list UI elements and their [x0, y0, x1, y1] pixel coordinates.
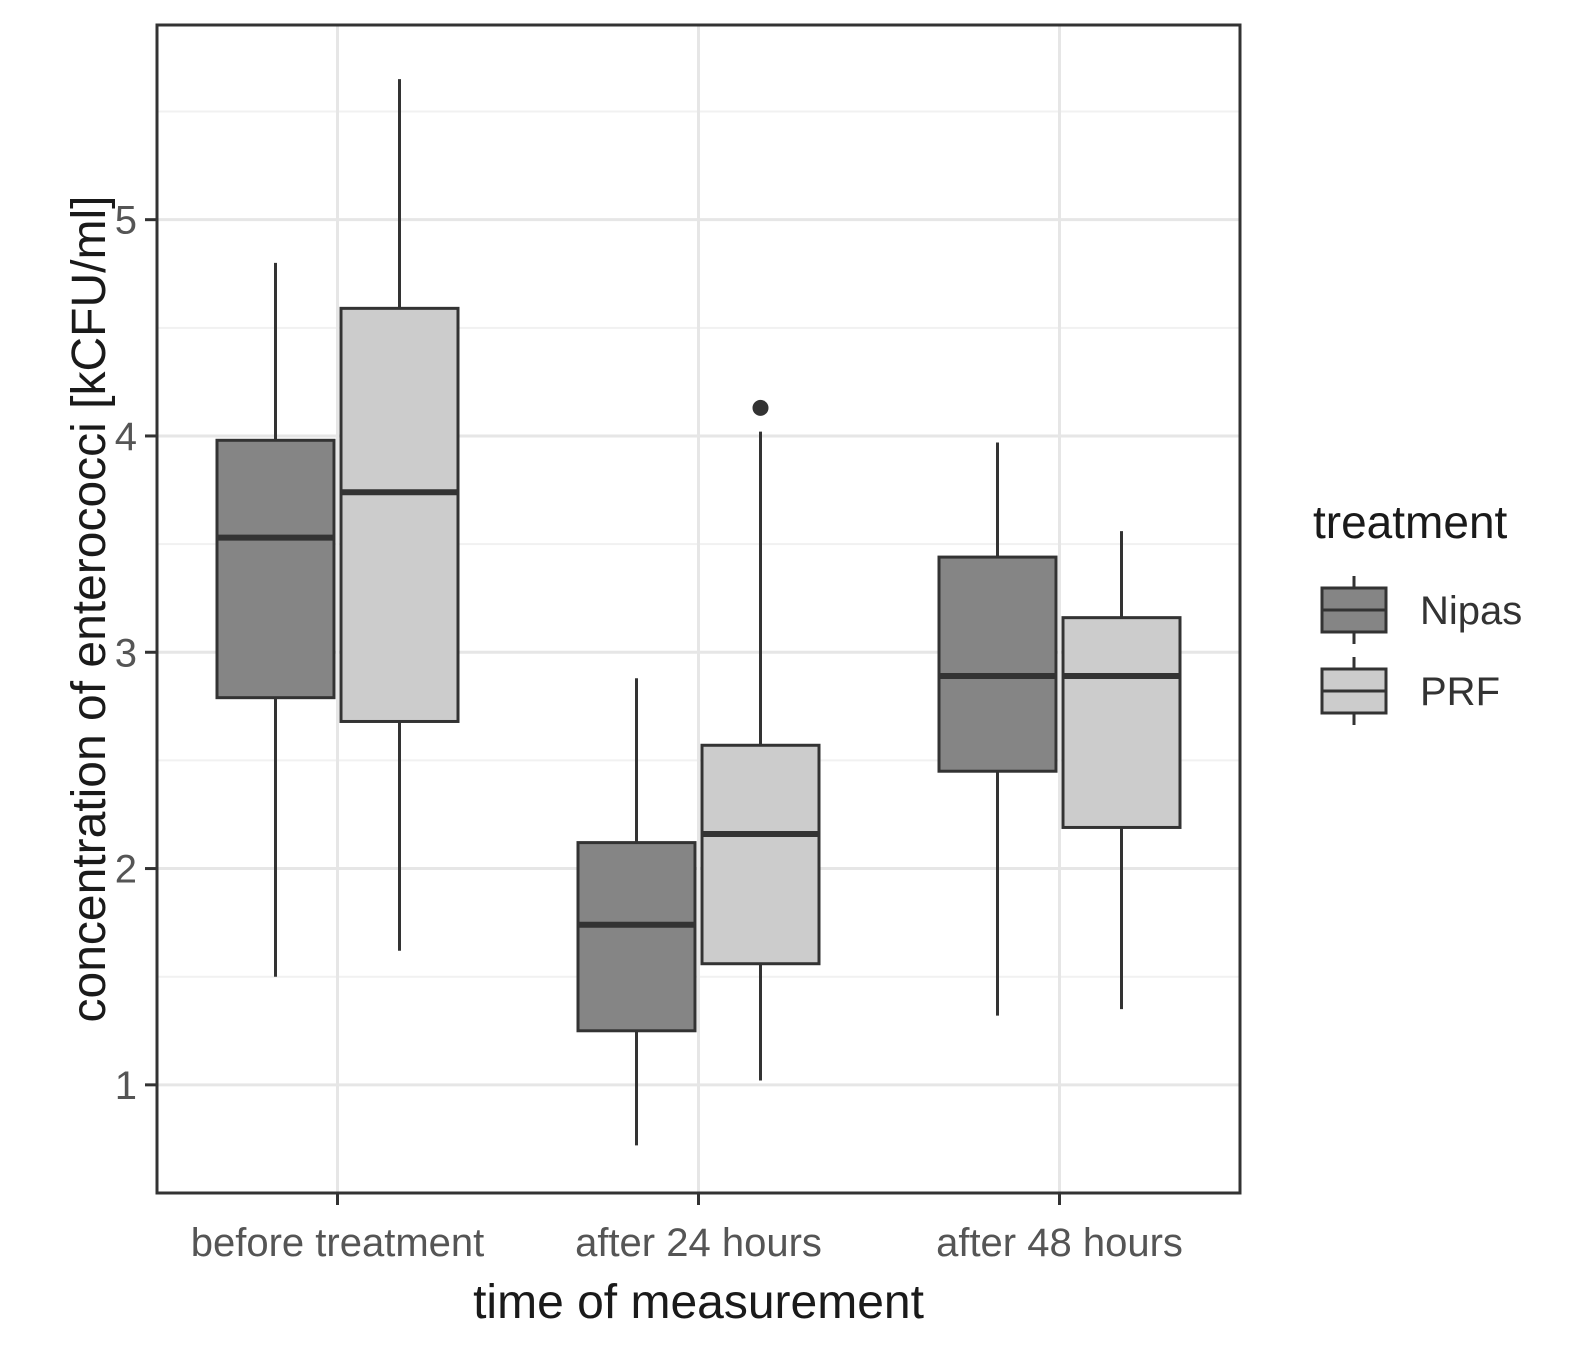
box-nipas-1 [576, 678, 697, 1146]
x-tick-label: after 24 hours [575, 1221, 822, 1265]
outlier-point [752, 399, 769, 416]
legend-label: PRF [1420, 670, 1500, 714]
box-prf-2 [1061, 531, 1182, 1010]
y-tick-label: 2 [115, 848, 137, 892]
axes: 1 2 3 4 5 before treatment after 24 hours after… [115, 199, 1183, 1265]
x-axis-title: time of measurement [473, 1276, 924, 1329]
legend-item-prf: PRF [1320, 657, 1500, 725]
box-prf-1 [700, 399, 821, 1081]
y-axis-title: concentration of enterococci [kCFU/ml] [63, 196, 116, 1023]
box-iqr [1061, 616, 1182, 829]
legend-title: treatment [1313, 496, 1508, 548]
box-iqr [937, 555, 1058, 773]
box-iqr [576, 841, 697, 1033]
box-iqr [700, 743, 821, 966]
box-iqr [215, 438, 336, 700]
grid-lines [157, 25, 1240, 1194]
box-iqr [339, 306, 460, 723]
box-series [215, 79, 1182, 1146]
y-tick-label: 5 [115, 199, 137, 243]
box-nipas-0 [215, 262, 336, 977]
legend-label: Nipas [1420, 589, 1522, 633]
x-tick-label: after 48 hours [936, 1221, 1183, 1265]
y-tick-label: 3 [115, 631, 137, 675]
box-nipas-2 [937, 442, 1058, 1016]
legend: treatment Nipas PRF [1313, 496, 1522, 725]
legend-item-nipas: Nipas [1320, 576, 1522, 644]
x-tick-label: before treatment [191, 1221, 485, 1265]
y-tick-label: 1 [115, 1064, 137, 1108]
y-tick-label: 4 [115, 415, 137, 459]
box-prf-0 [339, 79, 460, 951]
